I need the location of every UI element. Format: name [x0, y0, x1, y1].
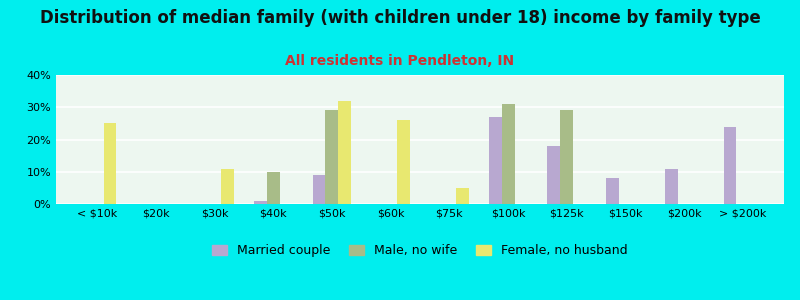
Bar: [723, 127, 737, 204]
Bar: [254, 201, 266, 204]
Bar: [547, 146, 560, 204]
Legend: Married couple, Male, no wife, Female, no husband: Married couple, Male, no wife, Female, n…: [207, 239, 633, 262]
Bar: [221, 169, 234, 204]
Bar: [338, 101, 351, 204]
Bar: [326, 110, 338, 204]
Text: All residents in Pendleton, IN: All residents in Pendleton, IN: [286, 54, 514, 68]
Bar: [560, 110, 574, 204]
Bar: [397, 120, 410, 204]
Bar: [489, 117, 502, 204]
Bar: [606, 178, 619, 204]
Bar: [103, 123, 117, 204]
Text: Distribution of median family (with children under 18) income by family type: Distribution of median family (with chil…: [40, 9, 760, 27]
Bar: [456, 188, 469, 204]
Bar: [266, 172, 280, 204]
Bar: [665, 169, 678, 204]
Bar: [502, 104, 514, 204]
Bar: [313, 175, 326, 204]
